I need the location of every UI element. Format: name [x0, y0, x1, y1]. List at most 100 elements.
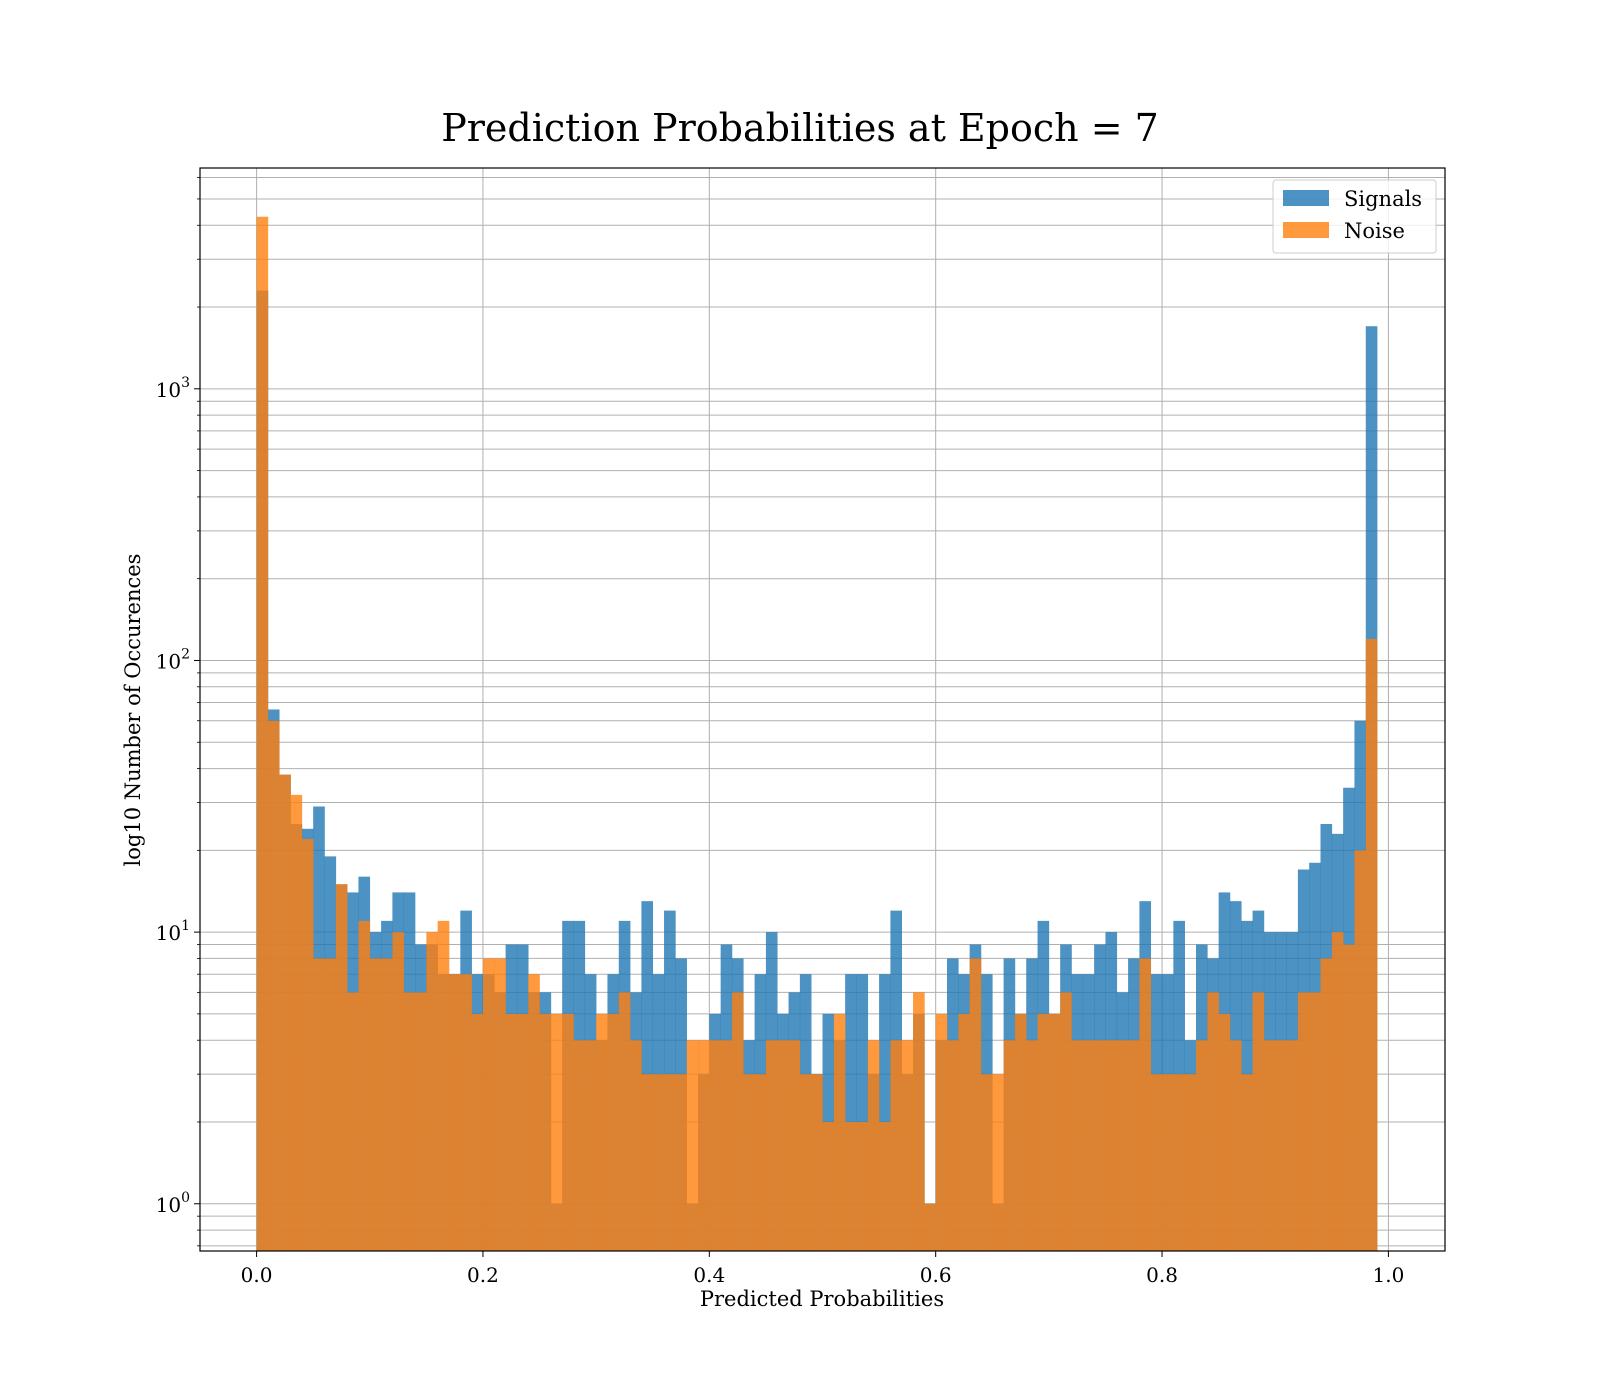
bar-noise	[460, 974, 472, 1251]
bar-noise	[1094, 1040, 1106, 1251]
bar-noise	[811, 1074, 823, 1251]
bar-noise	[947, 1040, 959, 1251]
bar-noise	[607, 1013, 620, 1251]
bar-noise	[1343, 944, 1355, 1251]
bar-noise	[1162, 1074, 1174, 1251]
bar-noise	[1263, 1040, 1276, 1251]
bar-noise	[856, 1121, 869, 1251]
bar-noise	[449, 974, 461, 1251]
bar-noise	[1331, 932, 1344, 1251]
bar-noise	[437, 920, 450, 1251]
bar-noise	[879, 1121, 891, 1251]
bar-noise	[754, 1074, 767, 1251]
bar-noise	[482, 958, 495, 1251]
bar-noise	[550, 1013, 563, 1251]
legend-swatch-noise	[1283, 222, 1329, 238]
bar-signals	[845, 974, 857, 1251]
bar-noise	[980, 1074, 993, 1251]
bar-noise	[1150, 1074, 1163, 1251]
bar-noise	[267, 720, 280, 1251]
bar-noise	[471, 1013, 484, 1251]
bar-noise	[686, 1040, 699, 1251]
bar-noise	[652, 1074, 665, 1251]
bar-noise	[562, 1013, 574, 1251]
bar-noise	[335, 884, 348, 1251]
legend-label-signals: Signals	[1344, 187, 1422, 211]
bar-noise	[799, 1074, 812, 1251]
chart-legend: Signals Noise	[1272, 179, 1437, 254]
bar-noise	[992, 1074, 1004, 1251]
bar-noise	[743, 1074, 755, 1251]
bar-noise	[528, 974, 540, 1251]
bar-noise	[1275, 1040, 1287, 1251]
bar-noise	[584, 1040, 597, 1251]
x-axis-label: Predicted Probabilities	[700, 1287, 944, 1311]
legend-swatch-signals	[1283, 190, 1329, 206]
bar-noise	[777, 1040, 789, 1251]
bar-noise	[958, 1013, 970, 1251]
bar-noise	[539, 1013, 552, 1251]
bar-noise	[573, 1040, 586, 1251]
bar-noise	[1252, 992, 1265, 1251]
bar-noise	[709, 1040, 721, 1251]
x-tick-label: 0.2	[467, 1263, 499, 1287]
bar-noise	[845, 1121, 857, 1251]
histogram-bars	[256, 216, 1378, 1251]
bar-noise	[1003, 1040, 1016, 1251]
y-tick-label: 100	[156, 1190, 190, 1217]
bar-noise	[1309, 992, 1321, 1251]
bar-noise	[641, 1074, 654, 1251]
bar-noise	[867, 1040, 880, 1251]
bar-noise	[347, 992, 359, 1251]
bar-noise	[494, 958, 506, 1251]
bar-noise	[1365, 638, 1378, 1251]
bar-noise	[1048, 1013, 1061, 1251]
bar-noise	[358, 920, 371, 1251]
bar-noise	[664, 1074, 676, 1251]
bar-noise	[1286, 1040, 1299, 1251]
bar-noise	[596, 1013, 608, 1251]
bar-noise	[969, 958, 982, 1251]
bar-signals	[856, 974, 869, 1251]
bar-noise	[1082, 1040, 1095, 1251]
bar-noise	[1014, 1013, 1027, 1251]
bar-noise	[1139, 958, 1152, 1251]
bar-noise	[313, 958, 325, 1251]
bar-noise	[392, 932, 405, 1251]
y-axis-label: log10 Number of Occurences	[121, 554, 145, 867]
bar-noise	[1297, 992, 1310, 1251]
bar-noise	[1196, 1040, 1208, 1251]
bar-noise	[1026, 1040, 1038, 1251]
bar-noise	[698, 1040, 710, 1251]
x-tick-label: 0.0	[241, 1263, 273, 1287]
bar-noise	[675, 1074, 687, 1251]
bar-noise	[369, 958, 382, 1251]
bar-noise	[1320, 958, 1333, 1251]
bar-noise	[256, 216, 269, 1251]
bar-noise	[890, 1040, 903, 1251]
x-tick-label: 0.4	[693, 1263, 725, 1287]
bar-noise	[426, 932, 438, 1251]
bar-noise	[516, 1013, 529, 1251]
bar-noise	[765, 1040, 778, 1251]
bar-noise	[833, 1013, 846, 1251]
bar-noise	[1241, 1074, 1253, 1251]
legend-label-noise: Noise	[1344, 219, 1405, 243]
y-axis-ticks: 100 101 102 103	[156, 177, 200, 1247]
bar-noise	[924, 1203, 936, 1251]
bar-noise	[279, 774, 291, 1251]
bar-noise	[731, 992, 744, 1251]
bar-noise	[822, 1121, 835, 1251]
bar-noise	[935, 1013, 948, 1251]
bar-noise	[403, 992, 416, 1251]
bar-noise	[324, 958, 337, 1251]
bar-noise	[1207, 992, 1219, 1251]
bar-noise	[1105, 1040, 1118, 1251]
bar-noise	[1218, 1013, 1231, 1251]
x-tick-label: 0.8	[1146, 1263, 1178, 1287]
bar-noise	[1037, 1013, 1050, 1251]
bar-noise	[901, 1040, 914, 1251]
x-tick-label: 0.6	[920, 1263, 952, 1287]
bar-noise	[505, 1013, 518, 1251]
bar-noise	[1128, 1040, 1140, 1251]
